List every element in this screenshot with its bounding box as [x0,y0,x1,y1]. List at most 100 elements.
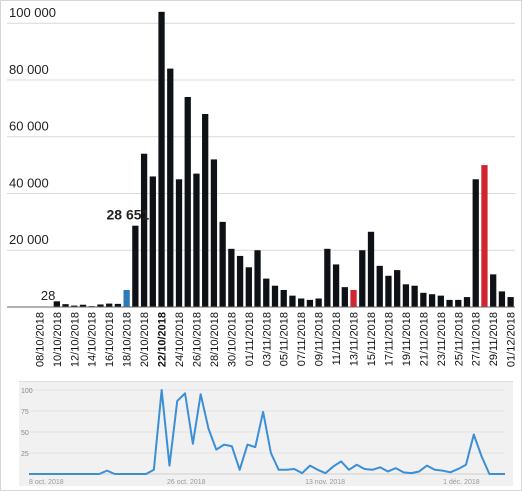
bar [298,298,305,307]
bar [446,299,453,307]
bar [402,284,410,307]
bar [193,173,200,307]
bar [263,278,270,307]
x-tick-label: 16/10/2018 [104,312,116,367]
bar [394,270,401,307]
bar [428,294,436,307]
bar [376,265,383,307]
bar [341,287,348,307]
bar [254,250,261,307]
x-tick-label: 14/10/2018 [87,312,99,367]
trend-y-tick-label: 75 [21,409,29,416]
y-tick-label: 100 000 [9,5,56,20]
bar [472,179,479,307]
bar [350,289,357,307]
bar [114,303,122,307]
x-tick-label: 27/11/2018 [471,312,483,366]
y-tick-label: 80 000 [9,62,49,77]
y-tick-label: 40 000 [9,175,49,190]
bar [158,11,165,308]
bar [507,297,514,307]
x-tick-label: 01/12/2018 [506,312,518,367]
x-tick-label: 05/11/2018 [279,312,291,366]
bar [71,305,78,307]
x-tick-label: 19/11/2018 [401,312,413,366]
data-label: 28 651 [107,207,150,223]
x-tick-label: 08/10/2018 [34,312,46,367]
trend-line-chart: 25 50 75 100 8 oct. 2018 26 oct. 2018 13 nov. … [21,388,505,486]
bar [289,295,296,307]
x-tick-label: 10/10/2018 [52,312,64,367]
x-tick-label: 25/11/2018 [453,312,465,366]
bar [280,289,287,307]
bar [367,231,375,307]
bar [175,179,183,307]
x-tick-label: 26/10/2018 [191,312,203,367]
trend-x-tick-label: 26 oct. 2018 [167,479,206,486]
bar [332,264,340,307]
bar [219,221,226,307]
x-tick-label: 24/10/2018 [174,312,186,367]
bar [437,295,444,307]
y-tick-label: 60 000 [9,119,49,134]
bar [167,68,174,307]
bar [132,225,139,307]
x-tick-label: 15/11/2018 [366,312,378,366]
x-tick-label: 22/10/2018 [157,312,169,367]
x-tick-label: 28/10/2018 [209,312,221,367]
bar [359,250,366,307]
bar [490,274,497,307]
bar [498,291,506,307]
bar [463,297,471,307]
bar [315,298,322,307]
x-tick-label: 17/11/2018 [383,312,395,366]
bar [62,304,69,307]
y-tick-label: 20 000 [9,232,49,247]
x-tick-label: 07/11/2018 [296,312,308,366]
trend-y-tick-label: 100 [21,388,33,395]
bar [97,304,104,307]
bar [324,248,331,307]
trend-y-tick-label: 25 [21,451,29,458]
bar [271,285,279,307]
bar [53,301,60,307]
bar [79,304,87,307]
daily-bar-chart: 20 000 40 000 60 000 80 000 100 000 08/10/201… [7,5,518,367]
x-tick-label: 09/11/2018 [314,312,326,366]
trend-panel: 25 50 75 100 8 oct. 2018 26 oct. 2018 13 nov. … [19,381,513,486]
x-tick-label: 30/10/2018 [226,312,238,367]
x-tick-label: 03/11/2018 [261,312,273,366]
bar [123,289,130,307]
x-tick-label: 12/10/2018 [69,312,81,367]
x-tick-label: 18/10/2018 [122,312,134,367]
bar [149,176,156,307]
bar [306,299,314,307]
bar [385,275,392,307]
trend-x-tick-label: 1 déc. 2018 [443,479,480,486]
trend-y-tick-label: 50 [21,430,29,437]
bar [481,165,488,307]
x-tick-label: 20/10/2018 [139,312,151,367]
x-tick-label: 11/11/2018 [331,312,343,365]
x-tick-label: 29/11/2018 [488,312,500,366]
trend-line [29,389,505,475]
bar [245,267,252,307]
data-label: 28 [41,288,55,303]
bar [202,114,209,307]
bar [236,255,244,307]
x-tick-label: 23/11/2018 [436,312,448,366]
bar [455,299,462,307]
bar [106,303,113,307]
trend-x-tick-label: 13 nov. 2018 [305,479,345,486]
x-tick-label: 21/11/2018 [418,312,430,366]
bar [420,292,427,307]
bar [140,153,148,307]
x-tick-label: 13/11/2018 [349,312,361,366]
x-tick-label: 01/11/2018 [244,312,256,366]
bar [210,159,218,307]
bar [228,248,235,307]
bar [411,285,418,307]
bar [184,96,191,307]
trend-x-tick-label: 8 oct. 2018 [29,479,64,486]
